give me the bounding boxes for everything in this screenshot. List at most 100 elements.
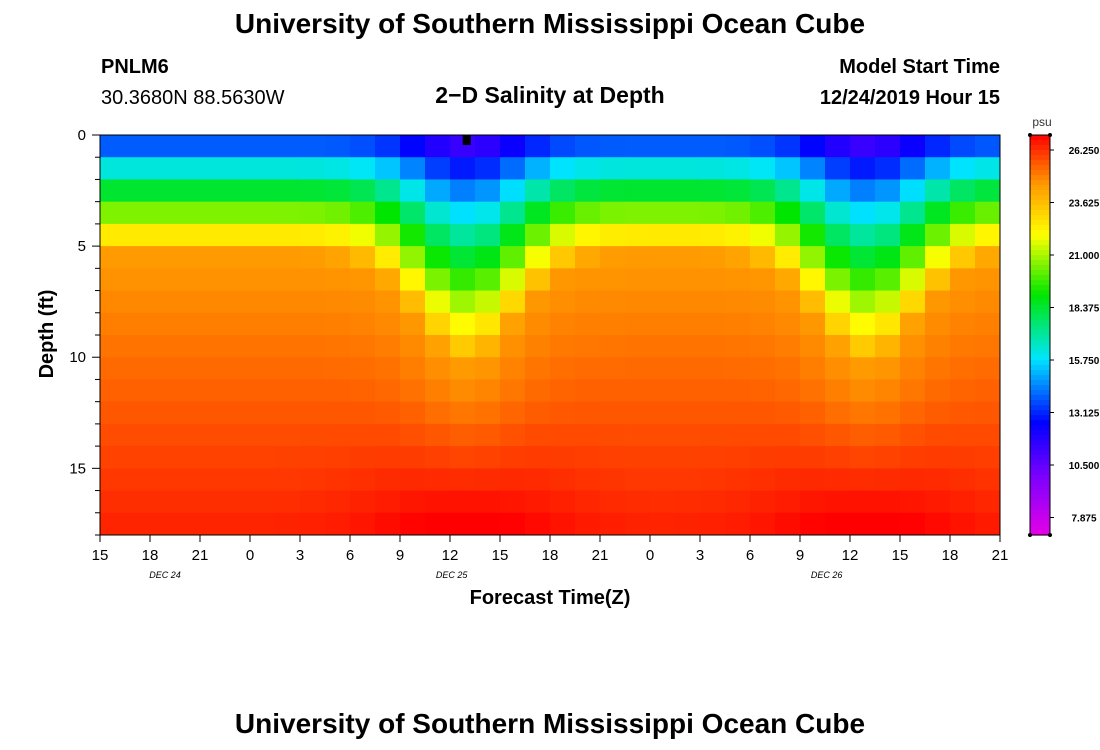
heatmap-cell — [875, 268, 901, 292]
x-tick-label: 0 — [246, 547, 254, 564]
heatmap-cell — [275, 357, 301, 380]
heatmap-cell — [750, 446, 776, 469]
heatmap-cell — [250, 246, 276, 269]
heatmap-cell — [150, 179, 176, 203]
heatmap-cell — [375, 490, 401, 514]
heatmap-cell — [525, 201, 551, 225]
heatmap-cell — [900, 268, 926, 292]
colorbar-segment — [1030, 255, 1050, 261]
heatmap-cell — [200, 379, 226, 403]
heatmap-cell — [225, 357, 251, 380]
heatmap-cell — [975, 201, 1001, 225]
heatmap-cell — [850, 512, 876, 536]
heatmap-cell — [150, 512, 176, 536]
heatmap-cell — [100, 379, 126, 403]
heatmap-cell — [925, 290, 951, 314]
heatmap-cell — [250, 446, 276, 469]
heatmap-cell — [175, 290, 201, 314]
heatmap-cell — [925, 246, 951, 269]
heatmap-cell — [450, 268, 476, 292]
heatmap-cell — [825, 379, 851, 403]
heatmap-cell — [375, 357, 401, 380]
heatmap-cell — [700, 512, 726, 536]
heatmap-cell — [575, 379, 601, 403]
heatmap-cell — [200, 423, 226, 447]
colorbar-tick-label: 15.750 — [1069, 356, 1100, 367]
heatmap-cell — [400, 312, 426, 336]
heatmap-cell — [875, 468, 901, 492]
heatmap-cell — [325, 335, 351, 358]
heatmap-cell — [200, 201, 226, 225]
heatmap-cell — [600, 135, 626, 158]
heatmap-cell — [250, 423, 276, 447]
heatmap-cell — [200, 157, 226, 180]
colorbar-tick-label: 7.875 — [1071, 514, 1096, 525]
heatmap-cell — [900, 490, 926, 514]
colorbar-segment — [1030, 220, 1050, 226]
heatmap-cell — [925, 379, 951, 403]
heatmap-cell — [850, 446, 876, 469]
heatmap-cell — [625, 423, 651, 447]
heatmap-cell — [625, 512, 651, 536]
x-tick-label: 6 — [746, 547, 754, 564]
heatmap-cell — [250, 290, 276, 314]
heatmap-cell — [600, 268, 626, 292]
heatmap-cell — [300, 290, 326, 314]
heatmap-cell — [750, 401, 776, 425]
x-tick-label: 6 — [346, 547, 354, 564]
heatmap-cell — [550, 446, 576, 469]
x-axis-label: Forecast Time(Z) — [470, 587, 631, 609]
y-tick-label: 15 — [69, 460, 86, 477]
heatmap-cell — [250, 201, 276, 225]
heatmap-cell — [125, 446, 151, 469]
heatmap-cell — [400, 335, 426, 358]
heatmap-cell — [550, 423, 576, 447]
colorbar-segment — [1030, 245, 1050, 251]
heatmap-cell — [300, 312, 326, 336]
heatmap-cell — [125, 268, 151, 292]
heatmap-cell — [825, 446, 851, 469]
colorbar-segment — [1030, 310, 1050, 316]
colorbar-segment — [1030, 410, 1050, 416]
heatmap-cell — [925, 468, 951, 492]
heatmap-cell — [750, 179, 776, 203]
colorbar-segment — [1030, 360, 1050, 366]
heatmap-cell — [850, 135, 876, 158]
heatmap-cell — [150, 468, 176, 492]
heatmap-cell — [400, 223, 426, 247]
heatmap-cell — [475, 446, 501, 469]
heatmap-cell — [700, 179, 726, 203]
heatmap-cell — [475, 335, 501, 358]
heatmap-cell — [475, 423, 501, 447]
colorbar-frame — [1029, 134, 1051, 536]
heatmap-cell — [600, 157, 626, 180]
heatmap-cell — [950, 490, 976, 514]
heatmap-cell — [700, 468, 726, 492]
heatmap-cell — [225, 179, 251, 203]
heatmap-cell — [375, 268, 401, 292]
heatmap-cell — [800, 223, 826, 247]
heatmap-cell — [175, 268, 201, 292]
heatmap-cell — [725, 312, 751, 336]
heatmap-cell — [450, 312, 476, 336]
colorbar-segment — [1030, 200, 1050, 206]
colorbar-segment — [1030, 170, 1050, 176]
heatmap-cell — [500, 223, 526, 247]
heatmap-cell — [725, 157, 751, 180]
colorbar-tick-label: 23.625 — [1069, 199, 1100, 210]
heatmap-cell — [450, 335, 476, 358]
heatmap-cell — [950, 401, 976, 425]
heatmap-cell — [475, 357, 501, 380]
heatmap-cell — [950, 135, 976, 158]
heatmap-cell — [575, 512, 601, 536]
colorbar-segment — [1030, 525, 1050, 531]
heatmap-cell — [325, 423, 351, 447]
heatmap-cell — [625, 468, 651, 492]
heatmap-cell — [575, 357, 601, 380]
heatmap-cell — [325, 379, 351, 403]
heatmap-cell — [575, 490, 601, 514]
heatmap-cell — [625, 490, 651, 514]
colorbar-segment — [1030, 270, 1050, 276]
heatmap-cell — [125, 490, 151, 514]
heatmap-cell — [225, 290, 251, 314]
